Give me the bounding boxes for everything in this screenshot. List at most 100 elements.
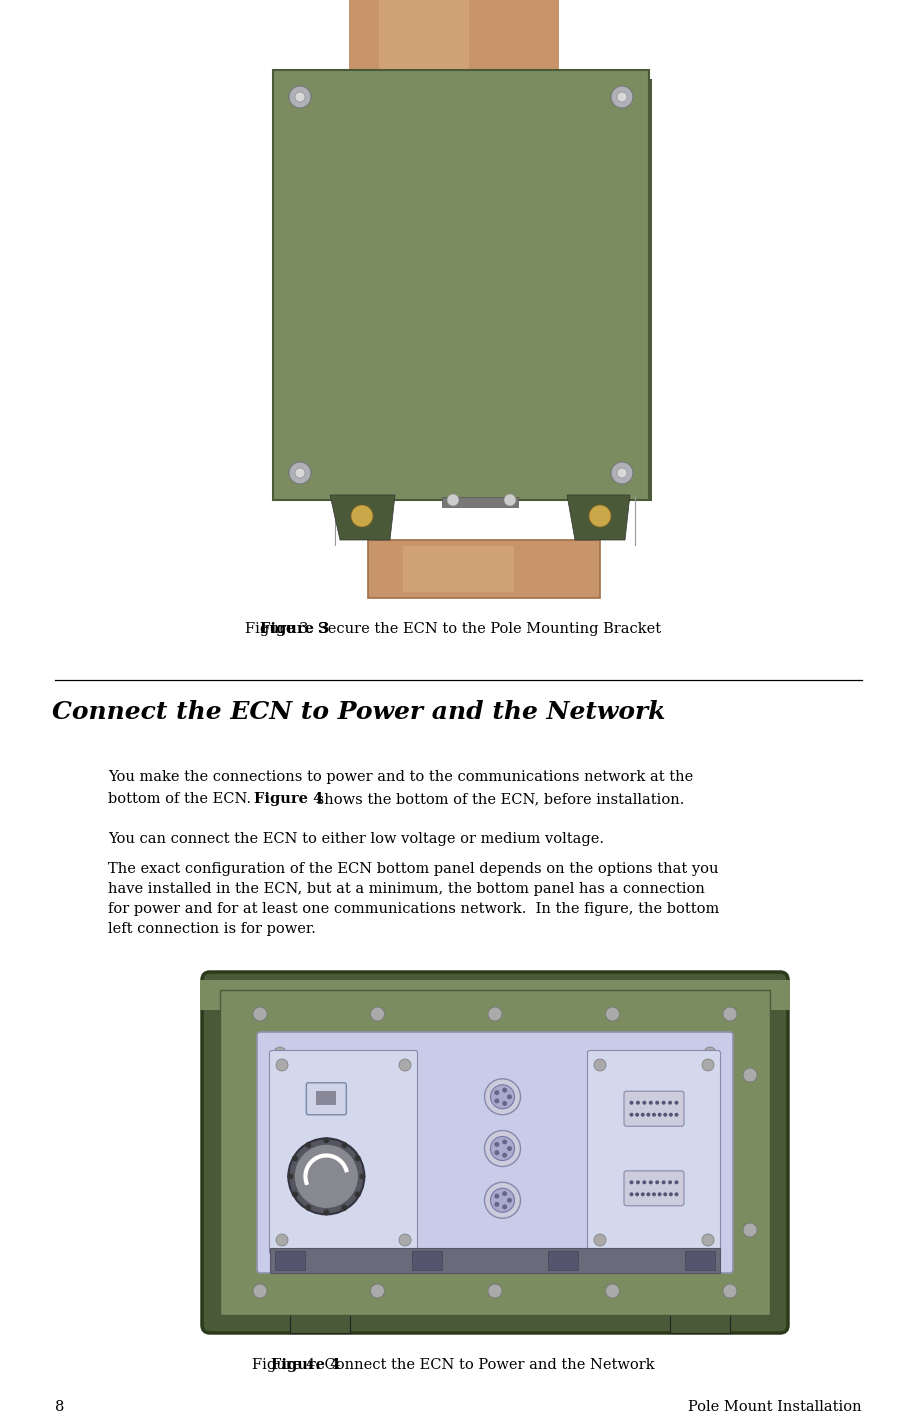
FancyBboxPatch shape <box>220 990 770 1314</box>
Circle shape <box>494 1194 500 1199</box>
Text: left connection is for power.: left connection is for power. <box>108 922 316 936</box>
Text: Figure 3. Secure the ECN to the Pole Mounting Bracket: Figure 3. Secure the ECN to the Pole Mou… <box>246 622 661 637</box>
Bar <box>284 80 652 502</box>
Circle shape <box>652 1113 656 1117</box>
Circle shape <box>484 1131 521 1167</box>
Text: Connect the ECN to Power and the Network: Connect the ECN to Power and the Network <box>52 701 666 725</box>
Circle shape <box>292 1155 298 1161</box>
FancyBboxPatch shape <box>588 1050 720 1255</box>
Text: You can connect the ECN to either low voltage or medium voltage.: You can connect the ECN to either low vo… <box>108 833 604 845</box>
Circle shape <box>288 1138 365 1215</box>
Circle shape <box>274 1246 286 1258</box>
FancyBboxPatch shape <box>624 1091 684 1127</box>
Circle shape <box>675 1101 678 1104</box>
Circle shape <box>494 1202 500 1206</box>
Circle shape <box>647 1192 650 1196</box>
Bar <box>348 0 559 75</box>
Circle shape <box>494 1142 500 1147</box>
Polygon shape <box>330 495 395 540</box>
Text: bottom of the ECN.: bottom of the ECN. <box>108 791 260 806</box>
FancyBboxPatch shape <box>624 1171 684 1206</box>
Circle shape <box>494 1098 500 1103</box>
FancyBboxPatch shape <box>685 1250 715 1269</box>
Circle shape <box>351 504 373 527</box>
Bar <box>290 1313 350 1333</box>
Circle shape <box>507 1094 512 1100</box>
Circle shape <box>323 1137 329 1144</box>
Text: Figure 4: Figure 4 <box>271 1358 340 1373</box>
Circle shape <box>289 87 311 108</box>
FancyBboxPatch shape <box>275 1250 305 1269</box>
Circle shape <box>649 1101 653 1104</box>
Circle shape <box>704 1047 716 1059</box>
Text: You make the connections to power and to the communications network at the: You make the connections to power and to… <box>108 770 693 784</box>
Bar <box>378 0 469 75</box>
Circle shape <box>292 1191 298 1198</box>
Circle shape <box>668 1181 672 1184</box>
Circle shape <box>355 1191 361 1198</box>
Circle shape <box>355 1155 361 1161</box>
Circle shape <box>663 1113 668 1117</box>
Circle shape <box>484 1079 521 1115</box>
Circle shape <box>288 1174 293 1179</box>
Bar <box>670 1313 730 1333</box>
Circle shape <box>636 1181 640 1184</box>
Circle shape <box>494 1150 500 1155</box>
Circle shape <box>399 1233 411 1246</box>
Circle shape <box>341 1142 347 1148</box>
Text: have installed in the ECN, but at a minimum, the bottom panel has a connection: have installed in the ECN, but at a mini… <box>108 882 705 897</box>
Text: Figure 4: Figure 4 <box>254 791 323 806</box>
FancyBboxPatch shape <box>368 540 600 598</box>
Circle shape <box>507 1145 512 1151</box>
Circle shape <box>594 1233 606 1246</box>
Circle shape <box>589 504 611 527</box>
Circle shape <box>723 1285 737 1297</box>
Circle shape <box>491 1137 514 1161</box>
Text: The exact configuration of the ECN bottom panel depends on the options that you: The exact configuration of the ECN botto… <box>108 863 718 875</box>
Circle shape <box>502 1087 507 1093</box>
Circle shape <box>289 462 311 485</box>
Circle shape <box>294 1144 358 1209</box>
Circle shape <box>635 1192 639 1196</box>
Circle shape <box>663 1192 668 1196</box>
FancyBboxPatch shape <box>307 1083 346 1115</box>
FancyBboxPatch shape <box>269 1050 417 1255</box>
Circle shape <box>295 92 305 102</box>
Circle shape <box>636 1101 640 1104</box>
Circle shape <box>502 1101 507 1106</box>
Circle shape <box>668 1192 673 1196</box>
Text: for power and for at least one communications network.  In the figure, the botto: for power and for at least one communica… <box>108 902 719 917</box>
Circle shape <box>399 1059 411 1071</box>
Circle shape <box>488 1007 502 1022</box>
Circle shape <box>675 1181 678 1184</box>
Circle shape <box>743 1223 757 1238</box>
Text: 8: 8 <box>55 1400 64 1414</box>
Circle shape <box>502 1191 507 1196</box>
Circle shape <box>668 1101 672 1104</box>
Circle shape <box>370 1007 385 1022</box>
Circle shape <box>704 1246 716 1258</box>
Circle shape <box>640 1192 645 1196</box>
Bar <box>210 1015 240 1320</box>
Circle shape <box>658 1113 661 1117</box>
Circle shape <box>642 1181 647 1184</box>
Circle shape <box>306 1142 311 1148</box>
Circle shape <box>611 462 633 485</box>
Circle shape <box>502 1152 507 1158</box>
Bar <box>750 1015 780 1320</box>
Circle shape <box>642 1101 647 1104</box>
Text: Figure 4. Connect the ECN to Power and the Network: Figure 4. Connect the ECN to Power and t… <box>252 1358 655 1373</box>
Bar <box>270 1248 720 1272</box>
Text: shows the bottom of the ECN, before installation.: shows the bottom of the ECN, before inst… <box>312 791 685 806</box>
Circle shape <box>652 1192 656 1196</box>
Circle shape <box>661 1101 666 1104</box>
Circle shape <box>743 1069 757 1081</box>
Circle shape <box>370 1285 385 1297</box>
Circle shape <box>640 1113 645 1117</box>
Circle shape <box>447 495 459 506</box>
Circle shape <box>606 1285 619 1297</box>
Bar <box>442 497 518 507</box>
Text: Figure 3: Figure 3 <box>260 622 329 637</box>
Circle shape <box>702 1233 714 1246</box>
FancyBboxPatch shape <box>202 972 788 1333</box>
